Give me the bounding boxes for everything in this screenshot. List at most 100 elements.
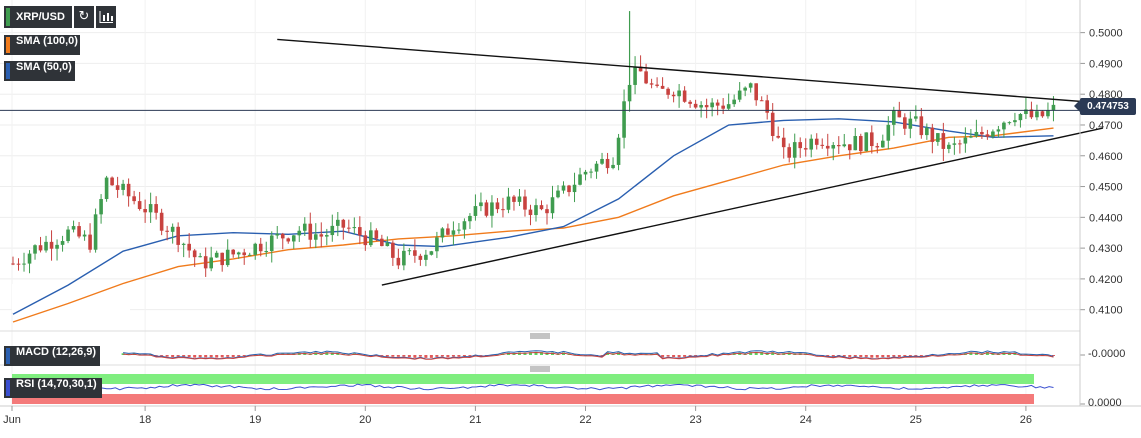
candle-body — [220, 252, 224, 266]
macd-histogram-bar — [617, 352, 621, 355]
macd-histogram-bar — [385, 355, 389, 357]
resize-handle-macd[interactable] — [530, 333, 550, 339]
resize-handle-rsi[interactable] — [530, 366, 550, 372]
bars-button[interactable] — [96, 6, 116, 28]
candle-body — [374, 230, 379, 239]
macd-histogram-bar — [694, 355, 698, 356]
candle-body — [820, 144, 825, 146]
candle-body — [236, 252, 241, 255]
candle-body — [748, 83, 753, 88]
macd-histogram-bar — [897, 355, 901, 358]
candle-body — [682, 90, 687, 102]
y-tick-label: 0.4400 — [1089, 212, 1123, 224]
rsi-label[interactable]: RSI (14,70,30,1) — [4, 378, 102, 398]
candle-body — [176, 226, 180, 245]
macd-histogram-bar — [760, 352, 764, 355]
candle-body — [539, 205, 544, 210]
candle-body — [313, 234, 318, 240]
sma50-label[interactable]: SMA (50,0) — [4, 61, 75, 81]
candle-body — [958, 143, 962, 145]
sma50-text: SMA (50,0) — [16, 61, 72, 73]
macd-histogram-bar — [468, 355, 472, 357]
macd-histogram-bar — [380, 355, 384, 356]
candle-body — [605, 158, 610, 169]
macd-histogram-bar — [969, 352, 973, 355]
candle-body — [545, 209, 549, 214]
macd-histogram-bar — [672, 355, 676, 358]
refresh-icon: ↻ — [78, 9, 90, 24]
candle-body — [858, 136, 863, 152]
macd-label[interactable]: MACD (12,26,9) — [4, 346, 100, 366]
macd-histogram-bar — [138, 354, 142, 355]
candle-body — [842, 144, 847, 147]
macd-histogram-bar — [209, 355, 213, 358]
candle-body — [269, 235, 274, 252]
macd-histogram-bar — [176, 355, 180, 357]
candle-body — [836, 145, 841, 147]
macd-histogram-bar — [749, 352, 753, 355]
candle-body — [638, 66, 643, 72]
candle-body — [732, 99, 736, 105]
candle-body — [704, 105, 709, 108]
macd-histogram-bar — [985, 352, 989, 355]
candle-body — [468, 215, 472, 222]
rsi-value: 0.0000 — [1088, 397, 1122, 409]
macd-histogram-bar — [859, 355, 863, 358]
candle-body — [352, 227, 357, 229]
macd-histogram-bar — [661, 355, 665, 358]
candle-body — [919, 116, 924, 136]
candle-body — [424, 254, 428, 260]
candle-body — [759, 100, 764, 102]
x-tick-label: 22 — [579, 414, 591, 426]
candle-body — [622, 101, 626, 138]
macd-histogram-bar — [226, 355, 230, 357]
candle-body — [512, 196, 516, 202]
macd-histogram-bar — [517, 352, 521, 355]
candle-body — [181, 243, 186, 245]
sma100-label[interactable]: SMA (100,0) — [4, 35, 80, 55]
macd-histogram-bar — [881, 355, 885, 358]
rsi-overbought-band — [12, 374, 1034, 384]
macd-histogram-bar — [407, 355, 411, 358]
candle-body — [214, 252, 219, 258]
macd-histogram-bar — [754, 351, 758, 355]
symbol-label[interactable]: XRP/USD — [4, 6, 72, 28]
macd-histogram-bar — [479, 355, 483, 356]
candle-body — [253, 243, 258, 255]
candle-body — [115, 185, 120, 190]
candle-series — [11, 11, 1056, 277]
x-tick-label: 26 — [1020, 414, 1032, 426]
candle-body — [363, 235, 368, 246]
candle-body — [814, 138, 819, 145]
candle-body — [324, 235, 329, 237]
candle-body — [781, 137, 786, 148]
candle-body — [77, 226, 81, 237]
candle-body — [297, 230, 302, 236]
candle-body — [60, 241, 65, 245]
candle-body — [369, 230, 373, 246]
candle-body — [792, 142, 797, 158]
macd-histogram-bar — [864, 355, 868, 357]
candle-body — [391, 242, 395, 258]
macd-histogram-bar — [314, 352, 318, 355]
candle-body — [903, 117, 907, 129]
candle-body — [479, 202, 483, 207]
candle-body — [203, 256, 208, 269]
macd-histogram-bar — [220, 355, 224, 358]
candle-body — [93, 214, 98, 250]
refresh-button[interactable]: ↻ — [74, 6, 94, 28]
candle-body — [721, 105, 725, 109]
candle-body — [914, 116, 918, 119]
candle-body — [440, 228, 445, 238]
candle-body — [347, 227, 351, 229]
macd-swatch — [6, 348, 10, 364]
x-tick-label: Jun — [3, 414, 21, 426]
x-tick-label: 23 — [689, 414, 701, 426]
macd-histogram-bar — [562, 352, 566, 355]
macd-histogram-bar — [683, 355, 687, 357]
macd-line — [123, 350, 1054, 360]
candle-body — [616, 137, 621, 165]
macd-histogram-bar — [842, 355, 846, 357]
macd-histogram-bar — [418, 355, 422, 357]
x-tick-label: 21 — [469, 414, 481, 426]
